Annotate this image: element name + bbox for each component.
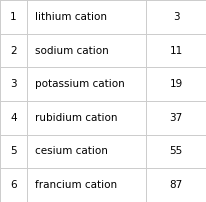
Text: 19: 19 (170, 79, 183, 89)
Text: potassium cation: potassium cation (35, 79, 125, 89)
Text: 11: 11 (170, 45, 183, 56)
Text: francium cation: francium cation (35, 180, 117, 190)
Text: lithium cation: lithium cation (35, 12, 107, 22)
Text: 3: 3 (10, 79, 17, 89)
Text: 3: 3 (173, 12, 179, 22)
Text: 37: 37 (170, 113, 183, 123)
Text: 5: 5 (10, 146, 17, 157)
Text: 4: 4 (10, 113, 17, 123)
Text: cesium cation: cesium cation (35, 146, 108, 157)
Text: 55: 55 (170, 146, 183, 157)
Text: 2: 2 (10, 45, 17, 56)
Text: rubidium cation: rubidium cation (35, 113, 117, 123)
Text: 87: 87 (170, 180, 183, 190)
Text: sodium cation: sodium cation (35, 45, 109, 56)
Text: 1: 1 (10, 12, 17, 22)
Text: 6: 6 (10, 180, 17, 190)
